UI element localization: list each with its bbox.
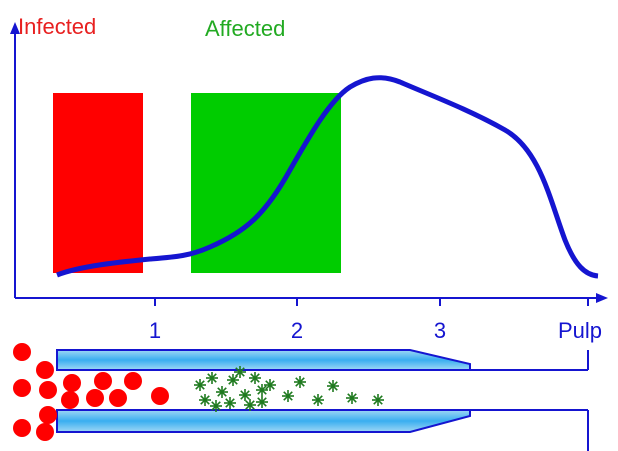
tick-label: 3 [434, 318, 446, 343]
diagram: Infected Affected 1 2 3 Pulp [0, 0, 618, 451]
tick-label: 1 [149, 318, 161, 343]
tubule-wall [57, 350, 470, 370]
infected-label: Infected [18, 14, 96, 39]
infected-zone [53, 93, 143, 273]
tick-label: Pulp [558, 318, 602, 343]
tick-label: 2 [291, 318, 303, 343]
pulp-wall [470, 350, 588, 451]
tubule-wall [57, 410, 470, 432]
stars [194, 366, 384, 412]
x-arrow [596, 293, 608, 303]
affected-label: Affected [205, 16, 285, 41]
